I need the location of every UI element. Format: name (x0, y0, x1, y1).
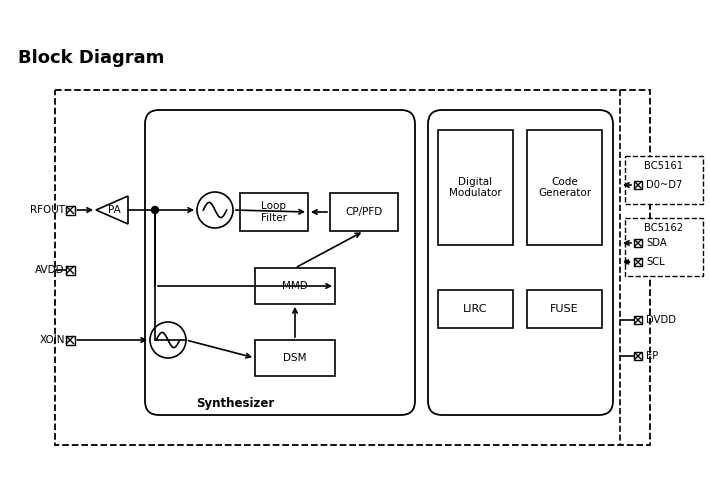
Text: D0~D7: D0~D7 (646, 180, 682, 190)
Bar (55, 90, 650, 445)
Text: DSM: DSM (283, 353, 307, 363)
Circle shape (151, 206, 158, 214)
Bar (255, 268, 335, 304)
Text: CP/PFD: CP/PFD (345, 207, 383, 217)
Text: RFOUT: RFOUT (30, 205, 65, 215)
Text: XOIN: XOIN (40, 335, 65, 345)
Text: Code
Generator: Code Generator (538, 176, 591, 199)
Bar (255, 340, 335, 376)
Text: MMD: MMD (282, 281, 308, 291)
Bar (527, 130, 602, 245)
Text: BC5162: BC5162 (645, 223, 684, 233)
Text: Synthesizer: Synthesizer (196, 396, 274, 409)
Bar (438, 130, 513, 245)
FancyBboxPatch shape (145, 110, 415, 415)
Text: Loop
Filter: Loop Filter (261, 201, 287, 223)
Bar (634, 352, 642, 360)
Text: BC5161: BC5161 (645, 161, 684, 171)
Text: AVDD: AVDD (36, 265, 65, 275)
Text: Digital
Modulator: Digital Modulator (449, 176, 502, 199)
Bar (240, 193, 308, 231)
Bar (65, 266, 75, 274)
Text: Block Diagram: Block Diagram (18, 49, 165, 67)
Bar (634, 181, 642, 189)
Text: LIRC: LIRC (463, 304, 488, 314)
Text: DVDD: DVDD (646, 315, 676, 325)
Bar (634, 316, 642, 324)
Bar (634, 239, 642, 247)
Bar (625, 156, 703, 204)
Text: SDA: SDA (646, 238, 667, 248)
Text: FUSE: FUSE (550, 304, 579, 314)
FancyBboxPatch shape (428, 110, 613, 415)
Bar (625, 218, 703, 276)
Bar (65, 206, 75, 214)
Text: EP: EP (646, 351, 658, 361)
Bar (65, 336, 75, 344)
Bar (330, 193, 398, 231)
Bar (634, 258, 642, 266)
Bar (527, 290, 602, 328)
Text: SCL: SCL (646, 257, 665, 267)
Text: PA: PA (108, 205, 121, 215)
Bar (438, 290, 513, 328)
